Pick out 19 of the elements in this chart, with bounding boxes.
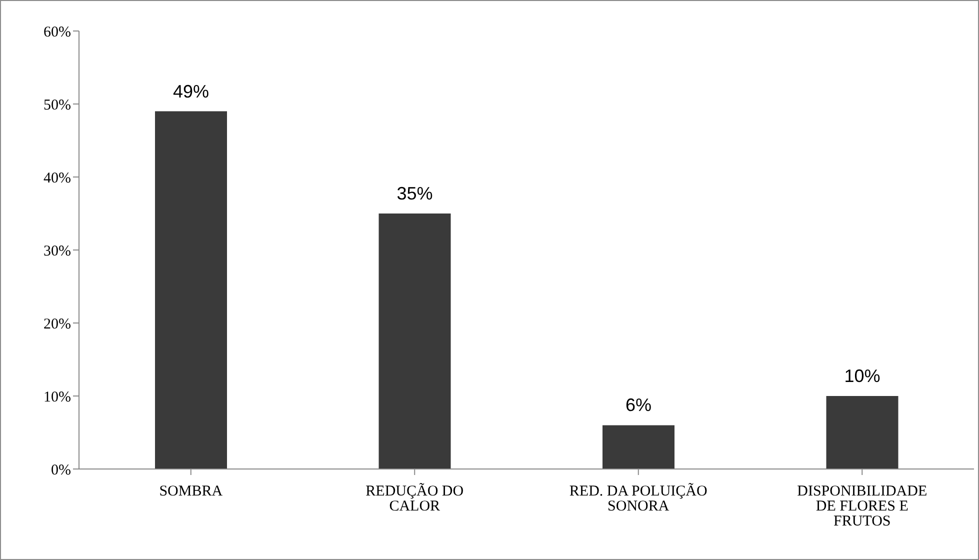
bar xyxy=(378,214,451,469)
data-label: 35% xyxy=(396,184,433,204)
data-label: 6% xyxy=(625,395,652,416)
y-tick-label: 30% xyxy=(44,243,71,260)
y-tick-label: 0% xyxy=(51,462,71,478)
bar xyxy=(826,396,898,469)
data-label: 10% xyxy=(844,366,880,386)
bar xyxy=(602,425,674,469)
y-tick-label: 10% xyxy=(44,389,71,406)
x-tick-label: DISPONIBILIDADE DE FLORES E FRUTOS xyxy=(797,484,928,530)
x-tick-label: SOMBRA xyxy=(159,484,223,500)
x-tick-label: RED. DA POLUIÇÃO SONORA xyxy=(569,482,708,515)
x-tick-label: REDUÇÃO DO CALOR xyxy=(366,482,464,515)
data-label: 49% xyxy=(172,81,210,102)
y-tick-label: 20% xyxy=(44,316,71,332)
y-tick-label: 50% xyxy=(44,97,71,114)
y-tick-label: 40% xyxy=(44,170,71,186)
bar xyxy=(155,111,227,469)
y-tick-label: 60% xyxy=(44,24,71,40)
